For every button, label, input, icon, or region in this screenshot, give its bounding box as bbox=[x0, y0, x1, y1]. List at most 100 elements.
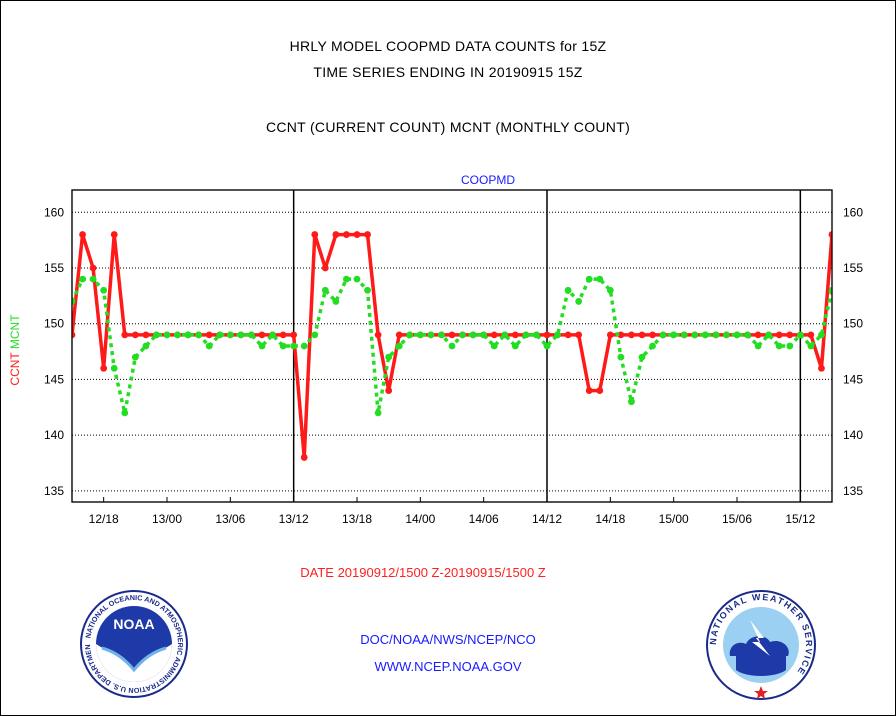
series-point-mcnt bbox=[501, 331, 509, 339]
series-point-mcnt bbox=[258, 342, 266, 350]
series-point-mcnt bbox=[374, 409, 382, 417]
series-point-mcnt bbox=[765, 331, 773, 339]
series-point-ccnt bbox=[564, 331, 572, 339]
series-point-mcnt bbox=[638, 353, 646, 361]
series-point-mcnt bbox=[564, 286, 572, 294]
series-point-mcnt bbox=[754, 342, 762, 350]
x-axis-label: DATE 20190912/1500 Z-20190915/1500 Z bbox=[300, 565, 546, 580]
series-point-ccnt bbox=[839, 231, 846, 238]
footer-url[interactable]: WWW.NCEP.NOAA.GOV bbox=[374, 659, 522, 674]
series-point-mcnt bbox=[828, 286, 832, 294]
series-point-mcnt bbox=[438, 331, 445, 339]
series-point-ccnt bbox=[649, 331, 656, 339]
series-point-mcnt bbox=[585, 275, 593, 283]
series-point-mcnt bbox=[72, 298, 76, 305]
x-tick-label: 13/18 bbox=[342, 512, 372, 526]
series-point-mcnt bbox=[522, 331, 530, 339]
series-point-mcnt bbox=[628, 398, 635, 406]
noaa-logo: NOAA NATIONAL OCEANIC AND ATMOSPHERIC AD… bbox=[80, 590, 188, 698]
series-point-ccnt bbox=[617, 331, 625, 339]
series-point-mcnt bbox=[807, 342, 815, 350]
series-point-mcnt bbox=[712, 331, 720, 339]
series-point-ccnt bbox=[490, 331, 498, 339]
chart-title-line2: TIME SERIES ENDING IN 20190915 15Z bbox=[313, 64, 583, 80]
series-point-mcnt bbox=[744, 331, 751, 339]
series-point-mcnt bbox=[459, 331, 466, 339]
series-point-mcnt bbox=[237, 331, 245, 339]
series-point-ccnt bbox=[364, 231, 371, 238]
x-tick-label: 15/12 bbox=[785, 512, 815, 526]
x-tick-label: 13/06 bbox=[215, 512, 245, 526]
series-point-mcnt bbox=[311, 331, 319, 339]
series-point-ccnt bbox=[543, 331, 551, 339]
chart-subtitle: COOPMD bbox=[461, 173, 515, 187]
series-point-ccnt bbox=[110, 231, 118, 238]
series-point-ccnt bbox=[807, 331, 815, 339]
x-tick-label: 14/12 bbox=[532, 512, 562, 526]
series-point-ccnt bbox=[279, 331, 287, 339]
series-point-ccnt bbox=[786, 331, 794, 339]
series-point-ccnt bbox=[606, 331, 614, 339]
noaa-logo-label: NOAA bbox=[113, 616, 154, 632]
series-point-mcnt bbox=[670, 331, 678, 339]
series-point-mcnt bbox=[290, 342, 298, 350]
x-tick-label: 14/18 bbox=[595, 512, 625, 526]
series-point-ccnt bbox=[818, 364, 825, 372]
nws-logo: NATIONAL WEATHER SERVICE bbox=[706, 590, 816, 700]
series-point-mcnt bbox=[839, 298, 846, 305]
x-tick-label: 13/12 bbox=[279, 512, 309, 526]
series-point-mcnt bbox=[269, 331, 276, 339]
series-point-mcnt bbox=[469, 331, 477, 339]
series-point-ccnt bbox=[596, 387, 604, 394]
series-point-mcnt bbox=[596, 275, 604, 283]
series-point-ccnt bbox=[321, 264, 329, 272]
series-point-mcnt bbox=[786, 342, 794, 350]
series-point-ccnt bbox=[142, 331, 150, 339]
series-point-ccnt bbox=[585, 387, 593, 394]
series-point-mcnt bbox=[395, 342, 403, 350]
series-point-mcnt bbox=[691, 331, 699, 339]
series-point-mcnt bbox=[205, 342, 213, 350]
series-point-mcnt bbox=[480, 331, 488, 339]
x-tick-label: 14/00 bbox=[405, 512, 435, 526]
y-axis-label-ccnt: CCNT bbox=[8, 349, 22, 385]
x-tick-label: 14/06 bbox=[469, 512, 499, 526]
series-point-mcnt bbox=[226, 331, 234, 339]
series-point-ccnt bbox=[72, 331, 76, 339]
y-tick-label-left: 160 bbox=[44, 205, 64, 219]
footer-org: DOC/NOAA/NWS/NCEP/NCO bbox=[360, 632, 536, 647]
series-point-mcnt bbox=[733, 331, 741, 339]
series-point-ccnt bbox=[121, 331, 129, 339]
series-point-ccnt bbox=[374, 331, 382, 339]
series-point-mcnt bbox=[100, 286, 108, 294]
series-point-mcnt bbox=[195, 331, 203, 339]
series-point-mcnt bbox=[606, 286, 614, 294]
series-point-ccnt bbox=[100, 364, 108, 372]
series-point-mcnt bbox=[617, 353, 625, 361]
series-point-mcnt bbox=[533, 331, 540, 339]
series-point-mcnt bbox=[364, 286, 371, 294]
series-point-ccnt bbox=[343, 231, 350, 238]
series-point-mcnt bbox=[89, 275, 97, 283]
y-tick-label-right: 160 bbox=[843, 205, 863, 219]
series-point-mcnt bbox=[818, 331, 825, 339]
series-point-mcnt bbox=[649, 342, 656, 350]
series-point-mcnt bbox=[406, 331, 414, 339]
series-point-mcnt bbox=[511, 342, 519, 350]
series-point-ccnt bbox=[828, 231, 832, 238]
series-point-mcnt bbox=[216, 331, 224, 339]
series-point-mcnt bbox=[680, 331, 688, 339]
series-point-ccnt bbox=[775, 331, 783, 339]
y-axis-label: CCNT MCNT bbox=[8, 314, 22, 386]
series-point-ccnt bbox=[628, 331, 635, 339]
line-chart: 135 135 140 140 145 145 150 150 155 155 160 160 12/1… bbox=[8, 173, 863, 526]
x-tick-label: 15/06 bbox=[722, 512, 752, 526]
series-point-mcnt bbox=[321, 286, 329, 294]
series-point-ccnt bbox=[205, 331, 213, 339]
series-point-ccnt bbox=[311, 231, 319, 238]
series-point-mcnt bbox=[723, 331, 730, 339]
series-point-mcnt bbox=[184, 331, 192, 339]
y-tick-label-left: 145 bbox=[44, 372, 64, 386]
series-point-mcnt bbox=[174, 331, 181, 339]
series-point-ccnt bbox=[300, 454, 308, 461]
